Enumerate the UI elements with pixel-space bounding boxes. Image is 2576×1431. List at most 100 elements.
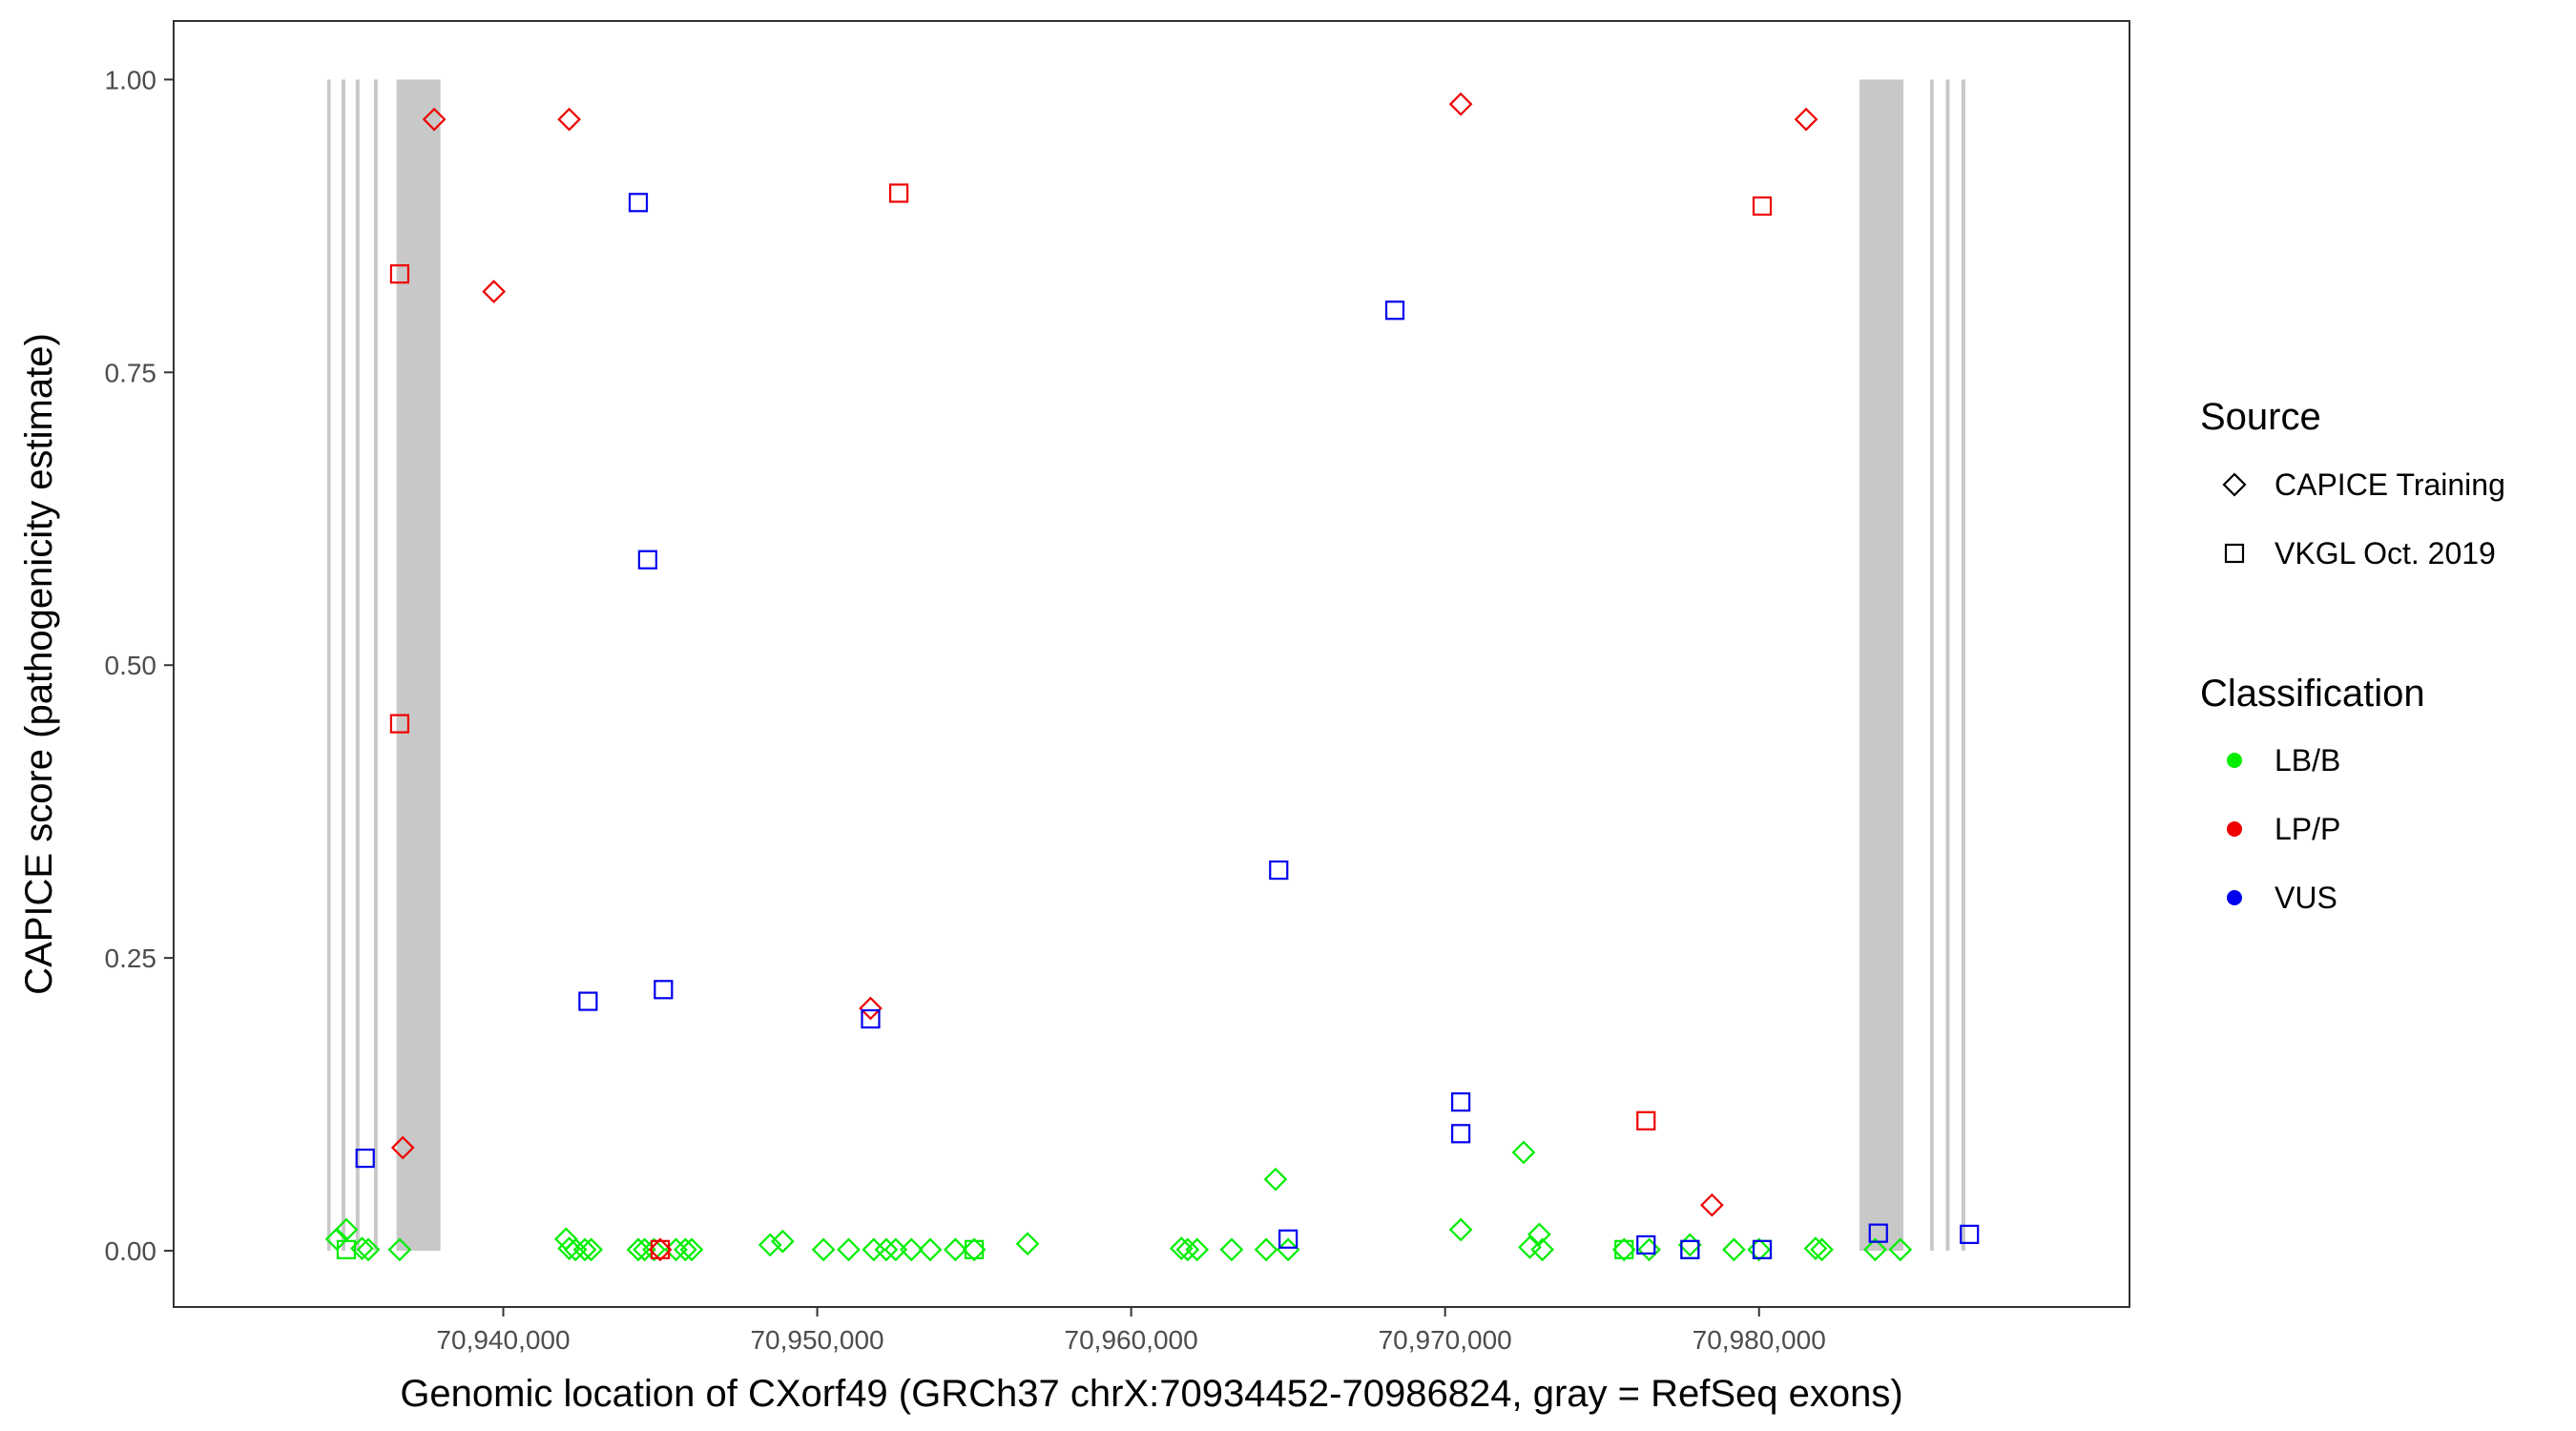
- legend-color-key-1: [2227, 821, 2242, 837]
- data-point-4-8: [1384, 301, 1405, 321]
- data-point-0-24: [918, 1237, 943, 1262]
- data-point-3-0: [389, 264, 410, 284]
- data-point-4-15: [1960, 1224, 1980, 1244]
- data-point-0-42: [1677, 1233, 1702, 1257]
- data-point-0-8: [572, 1237, 597, 1262]
- exon-band-6: [1930, 79, 1934, 1252]
- data-point-3-4: [1636, 1110, 1656, 1130]
- data-point-0-43: [1722, 1237, 1746, 1262]
- data-point-0-44: [1747, 1237, 1772, 1262]
- data-point-0-10: [626, 1237, 651, 1262]
- x-axis-title: Genomic location of CXorf49 (GRCh37 chrX…: [400, 1373, 1902, 1415]
- data-point-0-14: [674, 1237, 697, 1262]
- data-point-1-1: [964, 1239, 985, 1259]
- data-point-1-0: [336, 1239, 357, 1259]
- data-point-0-46: [1810, 1237, 1834, 1262]
- data-point-4-0: [355, 1148, 375, 1169]
- data-point-1-2: [1614, 1239, 1634, 1259]
- data-point-0-39: [1530, 1237, 1555, 1262]
- y-tick-label-4: 1.00: [105, 65, 157, 94]
- data-point-0-26: [962, 1237, 987, 1262]
- data-point-0-34: [1276, 1237, 1300, 1262]
- data-point-2-1: [482, 280, 506, 303]
- data-point-3-2: [650, 1239, 671, 1259]
- data-point-4-11: [1636, 1234, 1656, 1255]
- data-point-0-35: [1448, 1217, 1473, 1242]
- data-point-4-3: [637, 550, 657, 570]
- data-points: [324, 92, 1980, 1262]
- data-point-2-6: [1448, 92, 1473, 116]
- data-point-3-3: [889, 183, 909, 203]
- legend-source-label-1: VKGL Oct. 2019: [2275, 536, 2496, 570]
- data-point-0-48: [1888, 1237, 1913, 1262]
- data-point-2-7: [1700, 1192, 1724, 1217]
- data-point-0-5: [553, 1227, 578, 1252]
- data-point-2-3: [557, 107, 581, 132]
- data-point-0-6: [557, 1236, 581, 1260]
- plot-panel-border: [173, 20, 2130, 1308]
- exon-band-1: [342, 79, 345, 1252]
- y-tick-label-1: 0.25: [105, 944, 157, 973]
- data-point-3-5: [1752, 196, 1773, 217]
- data-point-2-2: [390, 1135, 415, 1160]
- exon-band-7: [1945, 79, 1950, 1252]
- data-point-0-9: [579, 1237, 603, 1262]
- data-point-0-7: [563, 1237, 588, 1262]
- data-point-0-25: [943, 1237, 967, 1262]
- y-tick-label-2: 0.50: [105, 651, 157, 680]
- exon-band-2: [355, 79, 360, 1252]
- data-point-4-10: [1451, 1124, 1471, 1144]
- data-point-2-4: [648, 1237, 673, 1262]
- x-tick-label-3: 70,970,000: [1379, 1325, 1512, 1355]
- exon-band-5: [1859, 79, 1904, 1252]
- data-point-0-29: [1175, 1237, 1200, 1262]
- data-point-0-36: [1511, 1140, 1536, 1165]
- legend-classification-label-2: VUS: [2275, 881, 2337, 915]
- y-tick-label-3: 0.75: [105, 358, 157, 387]
- legend-source-title: Source: [2200, 396, 2321, 438]
- data-point-4-2: [628, 193, 649, 213]
- data-point-4-12: [1680, 1239, 1700, 1259]
- data-point-0-45: [1803, 1236, 1828, 1260]
- y-tick-label-0: 0.00: [105, 1236, 157, 1266]
- data-point-2-5: [859, 996, 883, 1021]
- legend-classification-label-1: LP/P: [2275, 812, 2340, 846]
- legend-square-key: [2224, 543, 2245, 564]
- data-point-0-27: [1015, 1232, 1040, 1256]
- legend-source: Source CAPICE Training VKGL Oct. 2019: [2200, 396, 2505, 570]
- data-point-0-30: [1185, 1237, 1210, 1262]
- exon-band-3: [373, 79, 378, 1252]
- x-tick-label-0: 70,940,000: [436, 1325, 570, 1355]
- data-point-0-16: [758, 1233, 782, 1257]
- x-tick-label-2: 70,960,000: [1065, 1325, 1198, 1355]
- legend-diamond-key: [2222, 472, 2247, 497]
- data-point-4-13: [1752, 1239, 1773, 1259]
- data-point-2-0: [422, 107, 447, 132]
- legend-classification: Classification LB/B LP/P VUS: [2200, 673, 2425, 915]
- y-axis: 0.00 0.25 0.50 0.75 1.00: [105, 65, 174, 1266]
- data-point-0-21: [874, 1237, 899, 1262]
- data-point-4-1: [578, 991, 598, 1011]
- data-point-0-38: [1527, 1222, 1551, 1247]
- legend-classification-title: Classification: [2200, 673, 2425, 715]
- exon-band-0: [326, 79, 331, 1252]
- data-point-0-33: [1263, 1167, 1288, 1192]
- legend-color-key-2: [2227, 890, 2242, 905]
- exon-band-4: [396, 79, 441, 1252]
- legend-source-label-0: CAPICE Training: [2275, 467, 2505, 502]
- data-point-0-47: [1863, 1237, 1887, 1262]
- x-tick-label-4: 70,980,000: [1693, 1325, 1826, 1355]
- data-point-0-31: [1219, 1237, 1244, 1262]
- x-tick-label-1: 70,950,000: [750, 1325, 883, 1355]
- legend-classification-label-0: LB/B: [2275, 743, 2340, 778]
- exon-bands: [326, 79, 1965, 1252]
- data-point-0-18: [811, 1237, 836, 1262]
- data-point-4-9: [1451, 1092, 1471, 1112]
- data-point-0-23: [899, 1237, 924, 1262]
- data-point-0-4: [387, 1237, 412, 1262]
- exon-band-8: [1961, 79, 1965, 1252]
- data-point-0-28: [1169, 1236, 1194, 1260]
- legend-color-key-0: [2227, 753, 2242, 768]
- data-point-4-14: [1868, 1223, 1888, 1243]
